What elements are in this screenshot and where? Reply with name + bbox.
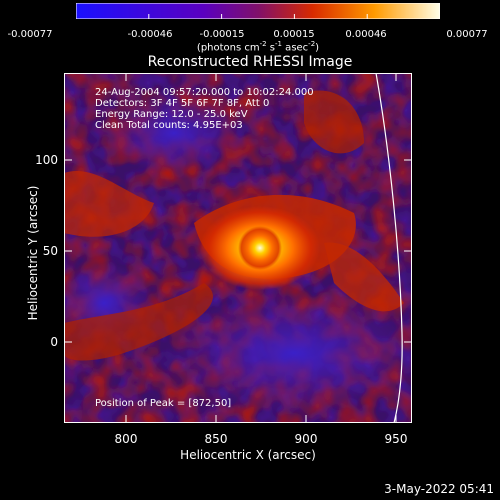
- detectors-annotation: Detectors: 3F 4F 5F 6F 7F 8F, Att 0: [95, 98, 270, 109]
- x-tick-label: 800: [114, 432, 138, 446]
- colorbar-tick-label: -0.00077: [7, 29, 53, 40]
- peak-position-annotation: Position of Peak = [872,50]: [95, 398, 232, 409]
- colorbar-tick-label: -0.00015: [199, 29, 245, 40]
- y-tick-label: 0: [50, 335, 58, 349]
- colorbar-tick-label: 0.00046: [345, 29, 387, 40]
- colorbar-tick-label: 0.00015: [273, 29, 315, 40]
- rhessi-image-plot: [64, 73, 412, 423]
- colorbar-tick-label: -0.00046: [127, 29, 173, 40]
- y-tick-label: 100: [35, 153, 58, 167]
- plot-timestamp: 3-May-2022 05:41: [384, 482, 494, 496]
- x-tick-label: 950: [384, 432, 408, 446]
- y-tick-label: 50: [42, 244, 58, 258]
- colorbar: [76, 3, 440, 19]
- colorbar-tick-label: 0.00077: [446, 29, 488, 40]
- energy-range-annotation: Energy Range: 12.0 - 25.0 keV: [95, 109, 248, 120]
- time-range-annotation: 24-Aug-2004 09:57:20.000 to 10:02:24.000: [95, 87, 314, 98]
- image-title: Reconstructed RHESSI Image: [147, 54, 353, 70]
- colorbar-units: (photons cm-2 s-1 asec-2): [196, 40, 320, 54]
- x-tick-label: 900: [294, 432, 318, 446]
- x-axis-label: Heliocentric X (arcsec): [180, 448, 316, 462]
- y-axis-label: Heliocentric Y (arcsec): [26, 185, 40, 321]
- x-tick-label: 850: [204, 432, 228, 446]
- clean-counts-annotation: Clean Total counts: 4.95E+03: [95, 120, 243, 131]
